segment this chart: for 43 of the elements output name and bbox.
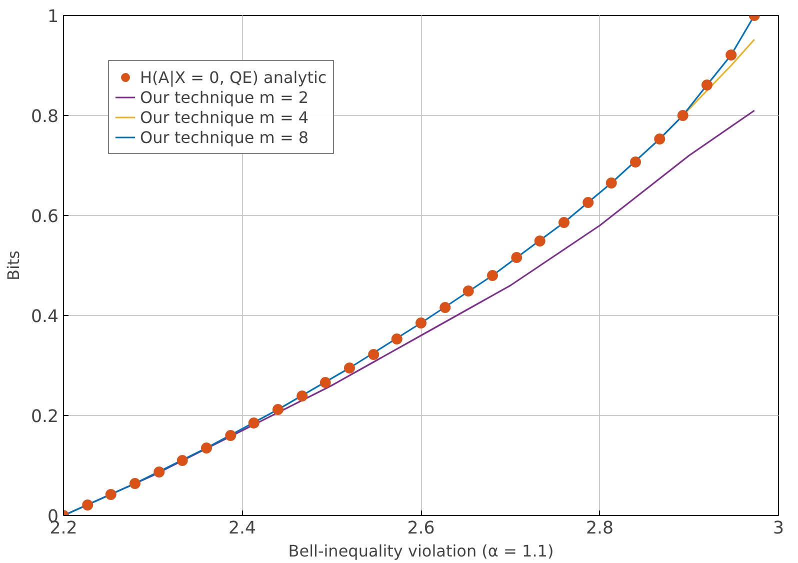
- point: [558, 217, 570, 228]
- point: [726, 50, 737, 60]
- legend-label: Our technique m = 4: [140, 108, 309, 126]
- legend-label: Our technique m = 8: [140, 128, 309, 146]
- point: [391, 334, 402, 344]
- point: [702, 80, 712, 90]
- point: [248, 418, 260, 428]
- point: [534, 236, 546, 246]
- point: [677, 110, 688, 121]
- x-tick-label: 3: [772, 518, 784, 538]
- point: [130, 478, 140, 489]
- y-tick-label: 0.8: [30, 107, 59, 127]
- point: [82, 500, 94, 510]
- point: [105, 489, 116, 500]
- point: [272, 404, 284, 415]
- x-axis-title: Bell-inequality violation (α = 1.1): [288, 542, 554, 560]
- x-tick-label: 2.6: [407, 518, 435, 538]
- point: [511, 252, 522, 263]
- y-tick-label: 0.4: [30, 307, 59, 327]
- legend-label: H(A|X = 0, QE) analytic: [140, 68, 327, 86]
- point: [225, 430, 236, 441]
- y-tick-label: 0.2: [30, 407, 59, 427]
- point: [201, 442, 212, 454]
- point: [440, 302, 451, 313]
- legend-label: Our technique m = 2: [140, 88, 309, 106]
- y-axis-title: Bits: [4, 250, 23, 281]
- point: [368, 349, 380, 360]
- point: [582, 197, 594, 208]
- point: [344, 362, 355, 374]
- x-tick-label: 2.8: [586, 518, 614, 538]
- point: [606, 178, 617, 188]
- y-tick-label: 1: [47, 7, 59, 27]
- point: [176, 455, 188, 466]
- point: [320, 377, 331, 388]
- point: [416, 318, 426, 328]
- point: [487, 270, 498, 281]
- y-tick-label: 0.6: [30, 207, 59, 227]
- x-tick-label: 2.4: [228, 518, 256, 538]
- point: [654, 134, 666, 144]
- point: [154, 466, 165, 478]
- point: [296, 390, 308, 402]
- point: [462, 286, 474, 296]
- point: [630, 156, 641, 168]
